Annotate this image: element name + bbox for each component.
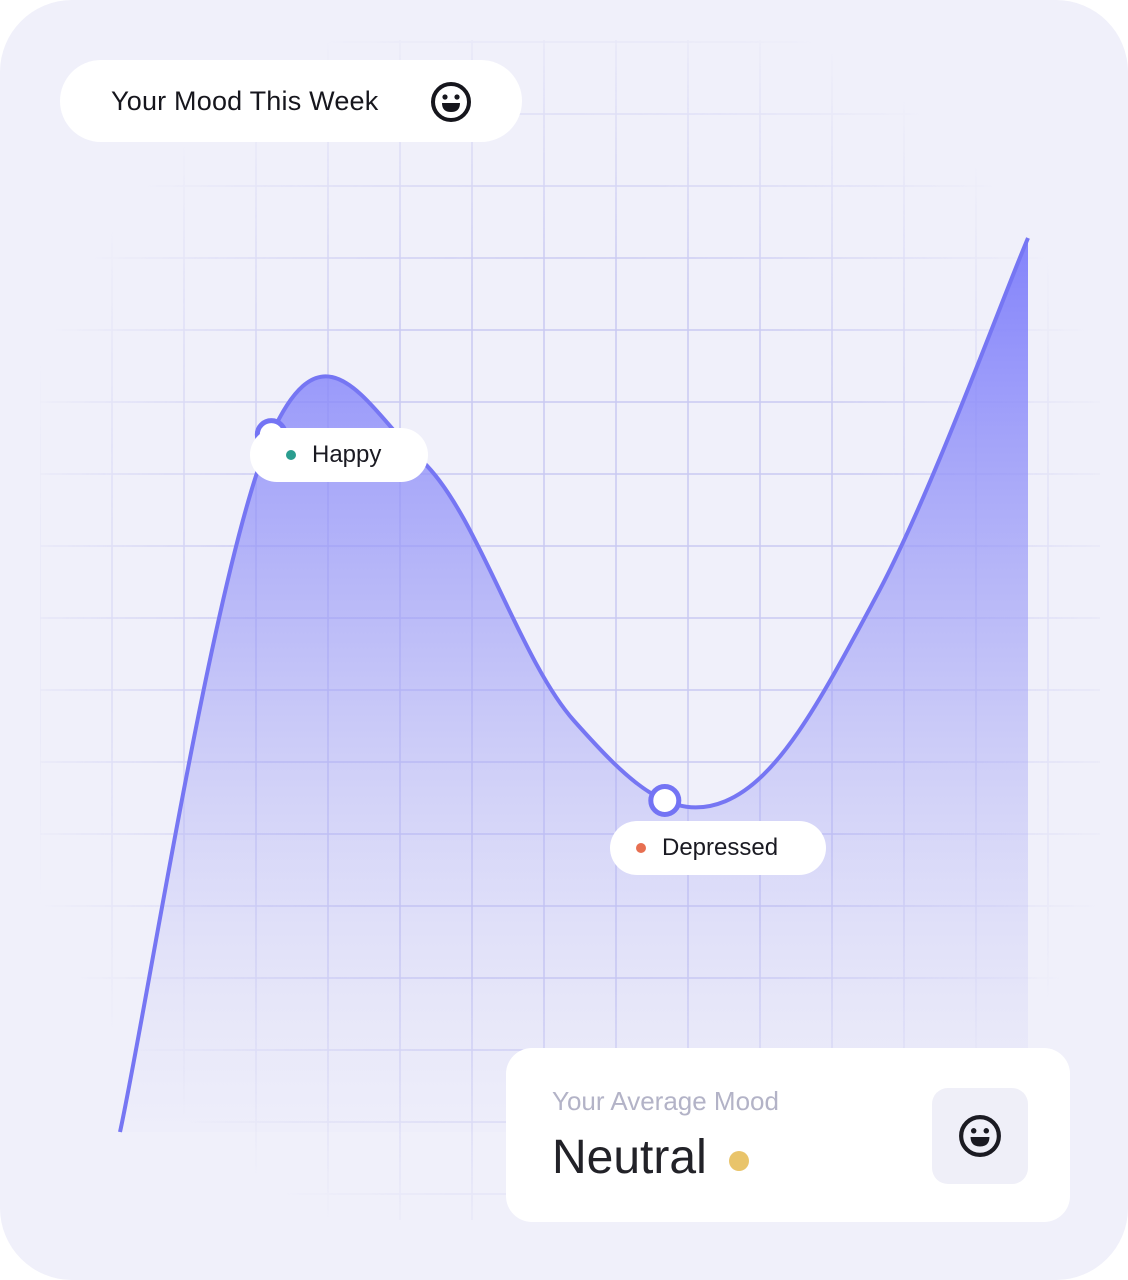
depressed-label: Depressed <box>610 821 826 875</box>
chart-title: Your Mood This Week <box>111 85 379 116</box>
mood-line <box>118 237 1030 1133</box>
average-mood-icon-box <box>932 1088 1028 1184</box>
depressed-dot <box>636 843 646 853</box>
chart-title-pill: Your Mood This Week <box>60 60 522 142</box>
average-mood-value: Neutral <box>552 1131 707 1184</box>
average-mood-card: Your Average Mood Neutral <box>506 1048 1070 1222</box>
depressed-label-text: Depressed <box>662 834 779 861</box>
smiley-face-icon <box>431 82 471 122</box>
happy-label-text: Happy <box>312 441 382 468</box>
average-mood-value-row: Neutral <box>552 1130 749 1185</box>
happy-dot <box>286 450 296 460</box>
mood-point-marker-depressed <box>648 783 682 817</box>
average-mood-label: Your Average Mood <box>552 1086 779 1116</box>
happy-label: Happy <box>250 428 428 482</box>
neutral-dot <box>728 1150 749 1171</box>
smiley-face-icon <box>959 1115 1001 1157</box>
